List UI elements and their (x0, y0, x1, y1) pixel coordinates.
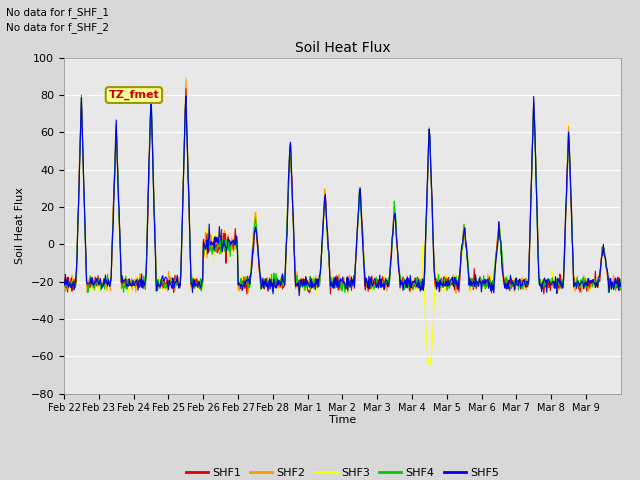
Text: No data for f_SHF_1: No data for f_SHF_1 (6, 7, 109, 18)
Y-axis label: Soil Heat Flux: Soil Heat Flux (15, 187, 25, 264)
X-axis label: Time: Time (329, 415, 356, 425)
Title: Soil Heat Flux: Soil Heat Flux (294, 41, 390, 55)
Text: No data for f_SHF_2: No data for f_SHF_2 (6, 22, 109, 33)
Text: TZ_fmet: TZ_fmet (109, 90, 159, 100)
Legend: SHF1, SHF2, SHF3, SHF4, SHF5: SHF1, SHF2, SHF3, SHF4, SHF5 (181, 463, 504, 480)
